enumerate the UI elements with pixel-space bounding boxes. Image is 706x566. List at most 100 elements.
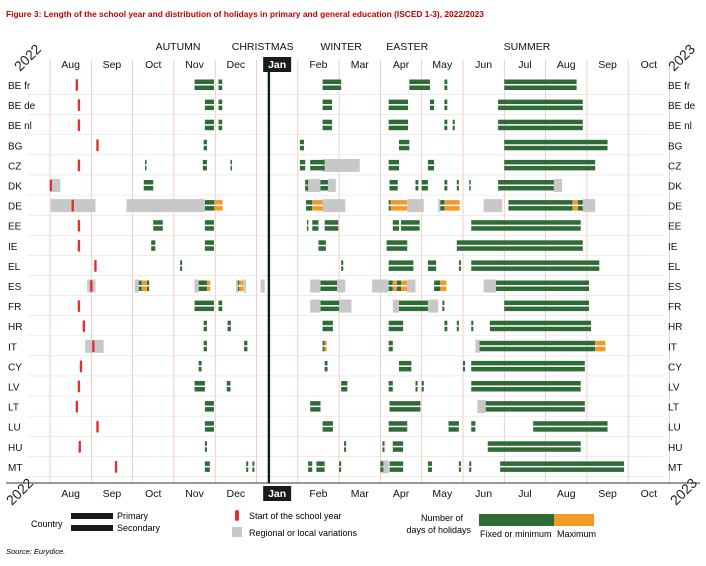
country-label-left: BE de — [8, 101, 36, 112]
holiday-max-primary — [324, 340, 327, 346]
month-label: Oct — [145, 488, 161, 500]
holiday-bar-secondary — [434, 286, 441, 291]
holiday-bar-secondary — [299, 165, 306, 171]
holiday-bar-primary — [471, 320, 474, 326]
holiday-bar-primary — [305, 180, 309, 185]
country-label-left: IE — [8, 242, 18, 253]
holiday-bar-secondary — [471, 387, 581, 392]
holiday-bar-secondary — [392, 226, 399, 231]
regional-variation-bar — [310, 299, 321, 313]
month-label: Nov — [185, 488, 204, 500]
holiday-max-secondary — [572, 206, 578, 211]
regional-variation-bar — [407, 279, 416, 293]
season-label: AUTUMN — [156, 41, 201, 53]
holiday-bar-primary — [316, 461, 325, 466]
regional-variation-bar — [260, 279, 265, 293]
holiday-bar-primary — [504, 79, 577, 84]
holiday-bar-secondary — [194, 306, 214, 312]
holiday-bar-primary — [227, 320, 231, 326]
country-row: ES ES — [8, 279, 682, 293]
holiday-bar-secondary — [504, 306, 589, 312]
month-label: Apr — [393, 488, 410, 500]
country-label-right: IT — [668, 342, 677, 353]
holiday-bar-primary — [204, 401, 214, 406]
holiday-bar-primary — [392, 441, 404, 446]
holiday-max-primary — [444, 200, 460, 205]
holiday-bar-secondary — [415, 387, 418, 392]
holiday-bar-secondary — [471, 427, 476, 432]
country-label-left: FR — [8, 302, 21, 313]
country-row: CY CY — [8, 360, 682, 373]
month-label: Aug — [557, 488, 576, 500]
holiday-bar-primary — [380, 461, 384, 466]
holiday-bar-primary — [498, 180, 554, 185]
school-start-marker — [77, 159, 81, 172]
holiday-bar-secondary — [204, 407, 214, 412]
regional-variation-bar — [483, 199, 503, 213]
holiday-bar-primary — [322, 119, 333, 125]
school-start-marker — [75, 79, 79, 91]
month-axis-bottom: Aug Sep Oct Nov Dec Jan Feb Mar Apr May Jun Jul Aug S… — [61, 486, 657, 501]
regional-variation-bar — [392, 299, 399, 313]
holiday-bar-secondary — [246, 467, 249, 472]
holiday-bar-secondary — [218, 306, 223, 312]
holiday-bar-primary — [218, 119, 223, 125]
country-label-right: IE — [668, 242, 678, 253]
holiday-bar-secondary — [471, 326, 474, 332]
holiday-bar-secondary — [324, 226, 339, 231]
holiday-bar-secondary — [308, 467, 313, 472]
regional-variation-bar — [337, 279, 346, 293]
country-row: DK DK — [8, 179, 682, 193]
holiday-bar-secondary — [310, 165, 325, 171]
holiday-bar-secondary — [204, 447, 207, 452]
holiday-bar-secondary — [458, 467, 461, 472]
month-label: Jan — [268, 488, 286, 500]
holiday-bar-secondary — [389, 467, 404, 472]
holiday-bar-primary — [252, 461, 255, 466]
legend-secondary-label: Secondary — [117, 523, 161, 533]
holiday-bar-primary — [389, 461, 404, 466]
legend-regional-label: Regional or local variations — [249, 528, 358, 538]
holiday-bar-primary — [244, 340, 248, 346]
holiday-bar-primary — [388, 421, 408, 426]
holiday-bar-primary — [421, 180, 428, 185]
school-start-marker — [77, 380, 81, 393]
country-label-left: CZ — [8, 161, 21, 172]
holiday-bar-primary — [444, 79, 448, 84]
regional-variation-bar — [235, 279, 238, 293]
holiday-bar-secondary — [305, 186, 309, 191]
holiday-bar-primary — [487, 441, 581, 446]
holiday-bar-primary — [322, 99, 333, 105]
country-label-right: BE nl — [668, 121, 692, 132]
holiday-bar-primary — [444, 320, 448, 326]
regional-variation-bar — [407, 199, 424, 213]
holiday-bar-secondary — [398, 145, 410, 151]
school-start-marker — [94, 259, 97, 272]
holiday-max-primary — [206, 280, 211, 285]
country-row: LV LV — [8, 380, 680, 394]
holiday-bar-primary — [398, 139, 410, 145]
holiday-bar-secondary — [498, 186, 554, 191]
holiday-bar-secondary — [194, 387, 205, 392]
holiday-bar-primary — [444, 99, 448, 105]
country-row: CZ CZ — [8, 158, 681, 172]
holiday-bar-primary — [415, 180, 419, 185]
holiday-bar-primary — [401, 220, 420, 225]
holiday-max-primary — [141, 280, 148, 285]
holiday-max-primary — [214, 200, 223, 205]
holiday-bar-primary — [388, 381, 393, 386]
holiday-bar-primary — [448, 421, 459, 426]
holiday-max-secondary — [440, 286, 447, 291]
month-label: Aug — [61, 59, 80, 71]
regional-variation-bar — [194, 279, 199, 293]
country-row: BE de BE de — [8, 99, 696, 112]
holiday-bar-secondary — [389, 407, 421, 412]
holiday-bar-secondary — [227, 326, 231, 332]
holiday-max-secondary — [595, 346, 606, 352]
regional-variation-bar — [310, 279, 321, 293]
holiday-bar-primary — [386, 240, 408, 245]
holiday-bar-secondary — [427, 467, 433, 472]
holiday-bar-primary — [204, 200, 215, 205]
regional-variation-bar — [477, 400, 486, 414]
holiday-bar-secondary — [479, 346, 596, 352]
